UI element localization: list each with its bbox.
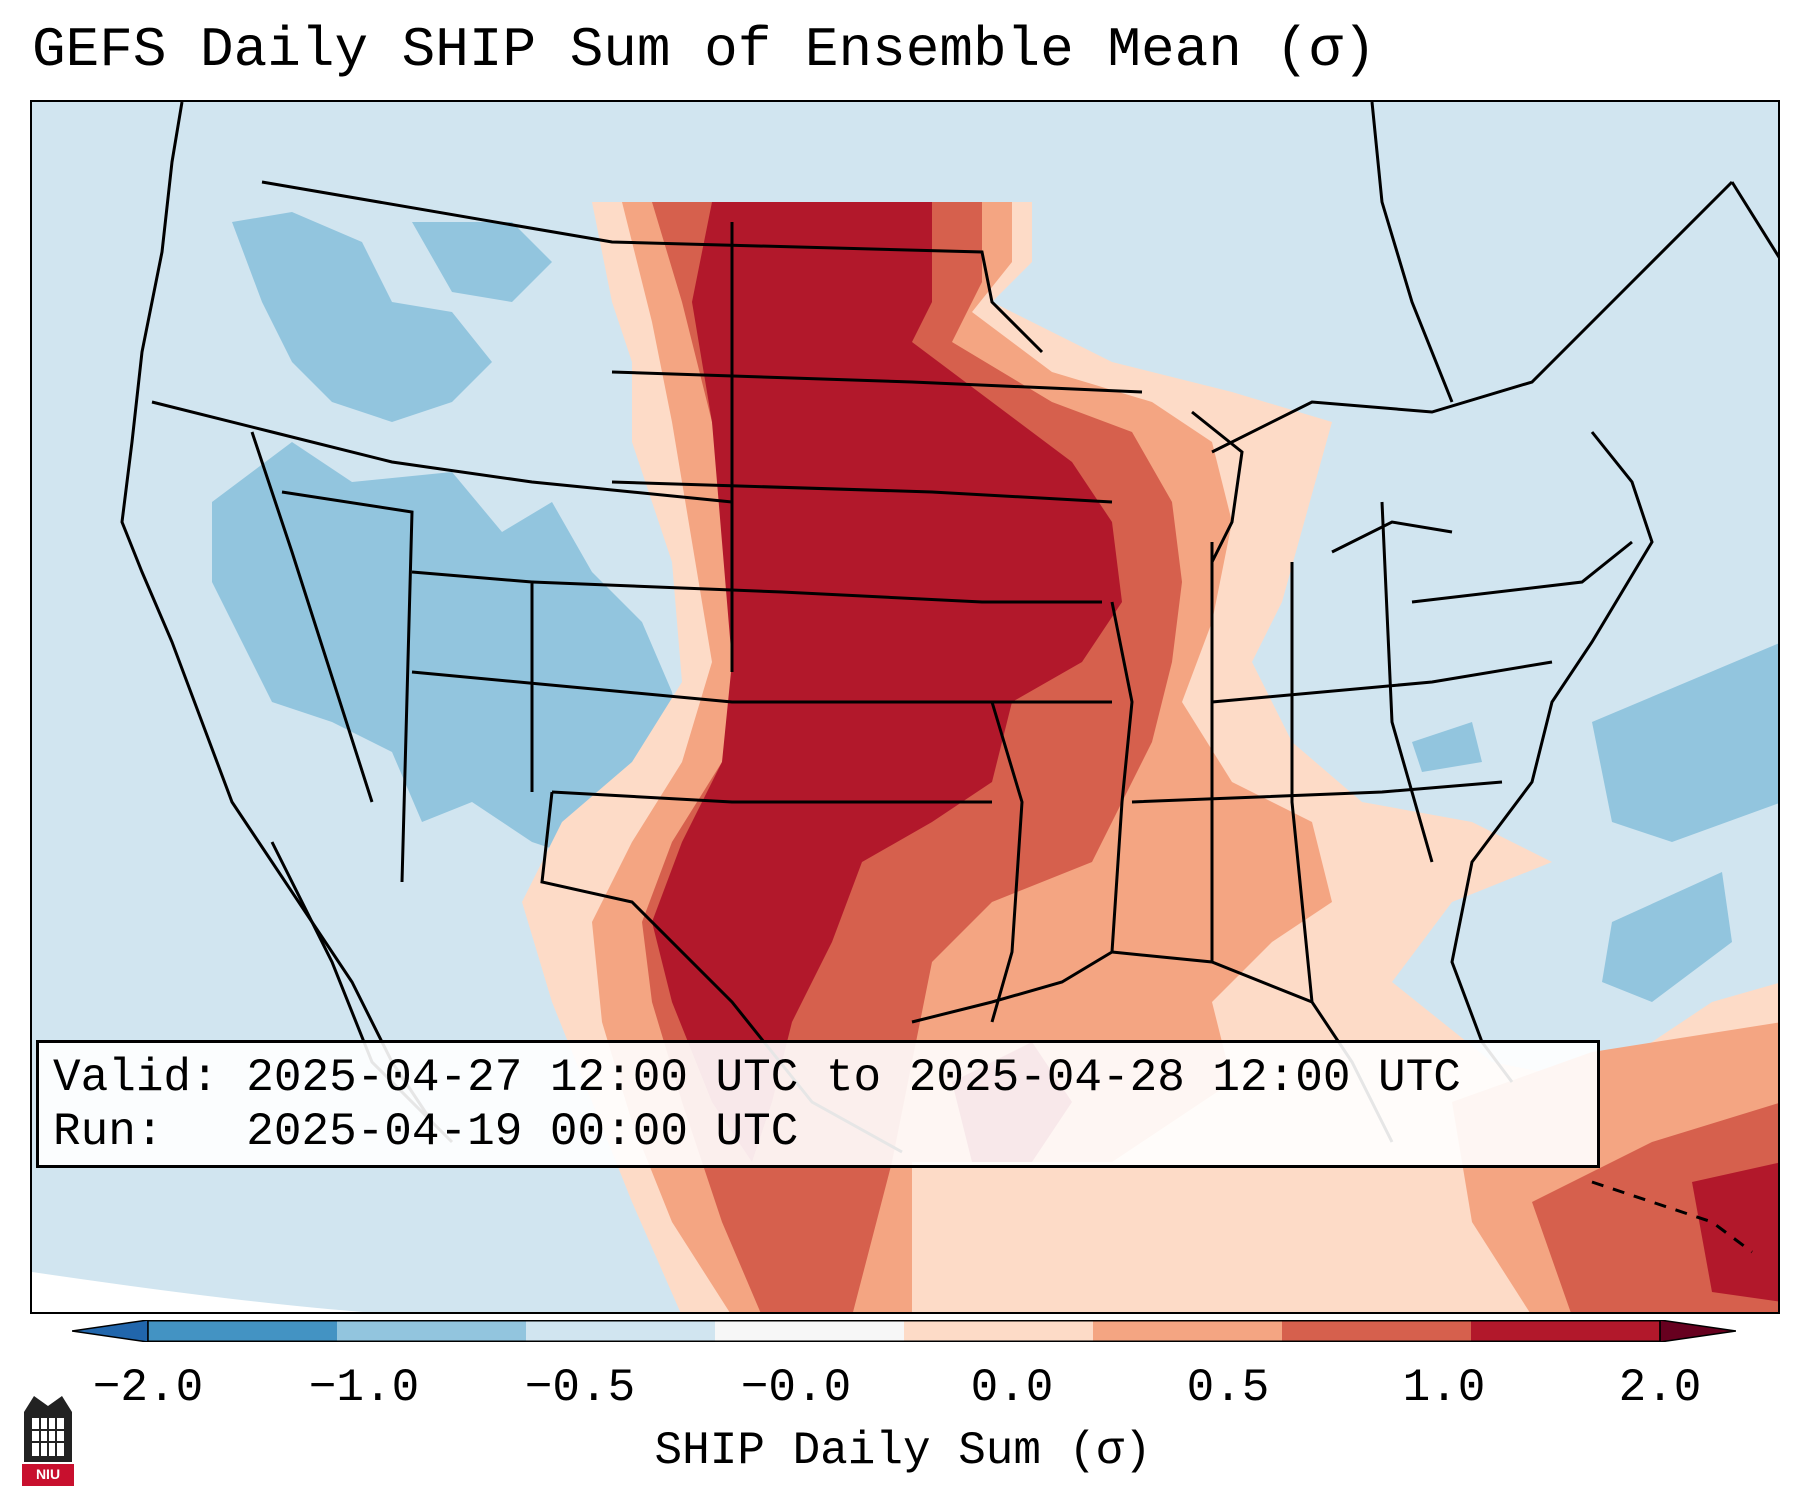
ok-tx-line	[551, 790, 992, 804]
colorbar-segment	[904, 1320, 1094, 1342]
us-canada-border	[261, 180, 1044, 354]
valid-label: Valid:	[53, 1052, 219, 1104]
nevada-utah	[281, 490, 414, 883]
great-lakes-northeast	[1211, 180, 1734, 454]
northern-state-line	[151, 400, 733, 504]
colorbar-tick-label: 2.0	[1618, 1362, 1702, 1414]
colorbar-tick-label: −0.0	[740, 1362, 852, 1414]
lake-michigan	[1191, 410, 1244, 563]
colorbar-segment	[1282, 1320, 1472, 1342]
colorbar-segment	[1471, 1320, 1661, 1342]
colorbar-segment	[715, 1320, 905, 1342]
mississippi-river	[1110, 601, 1134, 953]
colorbar-extend-low	[72, 1320, 149, 1342]
colorbar-extend-high	[1659, 1320, 1736, 1342]
colorado-west	[411, 570, 534, 792]
east-coast	[1450, 181, 1778, 1083]
colorbar-segment	[526, 1320, 716, 1342]
colorbar-segment	[337, 1320, 527, 1342]
chart-title: GEFS Daily SHIP Sum of Ensemble Mean (σ)	[32, 18, 1377, 82]
domain-edge-southwest	[32, 1272, 364, 1312]
colorbar	[72, 1320, 1736, 1342]
gulf-coast-west	[911, 950, 1113, 1024]
colorbar-tick-label: −2.0	[92, 1362, 204, 1414]
colorbar-label: SHIP Daily Sum (σ)	[654, 1425, 1152, 1477]
colorbar-tick-label: −0.5	[524, 1362, 636, 1414]
run-label: Run:	[53, 1106, 164, 1158]
appalachian-line	[1380, 501, 1434, 863]
colorbar-tick-label: 0.5	[1186, 1362, 1270, 1414]
niu-logo-icon	[22, 1396, 74, 1486]
run-time: 2025-04-19 00:00 UTC	[246, 1106, 799, 1158]
niu-logo-text: NIU	[35, 1466, 61, 1482]
lake-erie	[1331, 520, 1453, 554]
colorbar-outline	[147, 1320, 1661, 1342]
boundaries	[120, 102, 1778, 1154]
colorbar-tick-label: −1.0	[308, 1362, 420, 1414]
west-coast	[120, 102, 434, 1123]
east-tx-line	[990, 701, 1024, 1023]
ky-va-line	[1211, 660, 1553, 704]
valid-time: 2025-04-27 12:00 UTC to 2025-04-28 12:00…	[246, 1052, 1461, 1104]
tn-line	[1131, 780, 1503, 804]
ne-ks-line	[531, 580, 1102, 604]
colorbar-tick-label: 1.0	[1402, 1362, 1486, 1414]
nevada-california	[250, 431, 374, 803]
sd-ne-line	[611, 480, 1113, 504]
ohio-line	[1290, 562, 1314, 1003]
canada-east-line	[1370, 102, 1454, 403]
colorbar-segment	[1093, 1320, 1283, 1342]
ks-ok-line	[411, 670, 1112, 704]
nd-sd-line	[611, 370, 1143, 394]
negative-anomaly-regions	[212, 212, 1778, 1002]
pa-line	[1411, 540, 1633, 604]
caribbean-islands	[1591, 1180, 1753, 1254]
colorbar-tick-label: 0.0	[970, 1362, 1054, 1414]
valid-run-info-box: Valid: 2025-04-27 12:00 UTC to 2025-04-2…	[36, 1040, 1600, 1168]
colorbar-segment	[148, 1320, 338, 1342]
